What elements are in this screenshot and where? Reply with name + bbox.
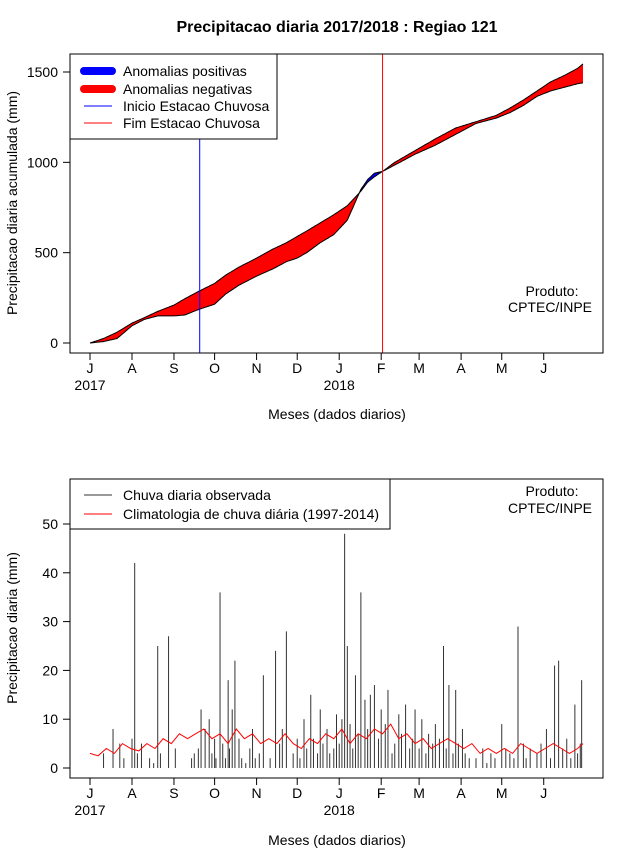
top-y-tick-label: 1000 bbox=[27, 154, 58, 170]
top-x-tick-label: J bbox=[336, 360, 343, 376]
bottom-y-tick-label: 0 bbox=[50, 760, 58, 776]
legend-bottom-box bbox=[69, 478, 391, 530]
bottom-y-axis-label: Precipitacao diaria (mm) bbox=[4, 552, 20, 704]
bottom-x-tick-label: J bbox=[87, 785, 94, 801]
top-y-axis-label: Precipitacao diaria acumulada (mm) bbox=[4, 91, 20, 315]
top-x-tick-label: A bbox=[127, 360, 137, 376]
positive-anomaly-area bbox=[359, 171, 383, 193]
legend-label-start: Inicio Estacao Chuvosa bbox=[123, 98, 270, 114]
observed-accumulated-line bbox=[89, 82, 584, 344]
product-note-line2: CPTEC/INPE bbox=[508, 500, 592, 516]
bottom-x-tick-label: O bbox=[209, 785, 220, 801]
product-note-line2: CPTEC/INPE bbox=[508, 299, 592, 315]
top-y-tick-label: 1500 bbox=[27, 64, 58, 80]
product-note-bottom: Produto: CPTEC/INPE bbox=[508, 483, 592, 516]
bottom-y-tick-label: 20 bbox=[42, 662, 58, 678]
bottom-y-tick-label: 30 bbox=[42, 614, 58, 630]
bottom-x-tick-label: A bbox=[127, 785, 137, 801]
top-x-tick-label: O bbox=[209, 360, 220, 376]
bottom-y-tick-label: 50 bbox=[42, 516, 58, 532]
top-x-tick-label: A bbox=[456, 360, 466, 376]
top-x-tick-label: J bbox=[540, 360, 547, 376]
bottom-x-tick-label: M bbox=[496, 785, 508, 801]
legend-bottom: Chuva diaria observada Climatologia de c… bbox=[69, 478, 391, 530]
product-note-top: Produto: CPTEC/INPE bbox=[508, 283, 592, 315]
top-x-tick-label: J bbox=[87, 360, 94, 376]
legend-label-negative: Anomalias negativas bbox=[123, 81, 252, 97]
legend-label-positive: Anomalias positivas bbox=[123, 63, 247, 79]
top-x-tick-label: M bbox=[413, 360, 425, 376]
top-x-tick-label: D bbox=[292, 360, 302, 376]
bottom-y-tick-label: 40 bbox=[42, 565, 58, 581]
bottom-x-tick-label: F bbox=[377, 785, 386, 801]
top-x-tick-label: F bbox=[377, 360, 386, 376]
bottom-x-tick-label: N bbox=[252, 785, 262, 801]
top-x-tick-label: S bbox=[169, 360, 178, 376]
top-x-tick-label: N bbox=[252, 360, 262, 376]
legend-label-end: Fim Estacao Chuvosa bbox=[123, 115, 260, 131]
chart-title: Precipitacao diaria 2017/2018 : Regiao 1… bbox=[176, 19, 497, 36]
top-x-tick-label: M bbox=[496, 360, 508, 376]
negative-anomaly-area bbox=[90, 192, 360, 343]
negative-anomaly-area bbox=[382, 63, 583, 172]
bottom-x-tick-label: J bbox=[540, 785, 547, 801]
product-note-line1: Produto: bbox=[526, 483, 579, 499]
bottom-x-tick-label: M bbox=[413, 785, 425, 801]
bottom-x-tick-label: S bbox=[169, 785, 178, 801]
bottom-year-label: 2018 bbox=[324, 802, 355, 818]
bottom-x-axis-label: Meses (dados diarios) bbox=[268, 832, 406, 848]
bottom-year-label: 2017 bbox=[74, 802, 105, 818]
product-note-line1: Produto: bbox=[526, 283, 579, 299]
top-y-tick-label: 0 bbox=[50, 335, 58, 351]
legend-label-climatology: Climatologia de chuva diária (1997-2014) bbox=[123, 506, 379, 522]
top-year-label: 2017 bbox=[74, 377, 105, 393]
top-year-label: 2018 bbox=[324, 377, 355, 393]
top-x-axis-label: Meses (dados diarios) bbox=[268, 406, 406, 422]
bottom-x-tick-label: A bbox=[456, 785, 466, 801]
legend-label-observed: Chuva diaria observada bbox=[123, 487, 271, 503]
bottom-x-tick-label: J bbox=[336, 785, 343, 801]
top-y-tick-label: 500 bbox=[35, 245, 59, 261]
bottom-y-tick-label: 10 bbox=[42, 711, 58, 727]
legend-top: Anomalias positivas Anomalias negativas … bbox=[69, 53, 278, 140]
daily-climatology-line bbox=[89, 723, 584, 757]
daily-rain-series bbox=[89, 533, 584, 768]
bottom-x-tick-label: D bbox=[292, 785, 302, 801]
climatology-accumulated-line bbox=[89, 63, 584, 344]
